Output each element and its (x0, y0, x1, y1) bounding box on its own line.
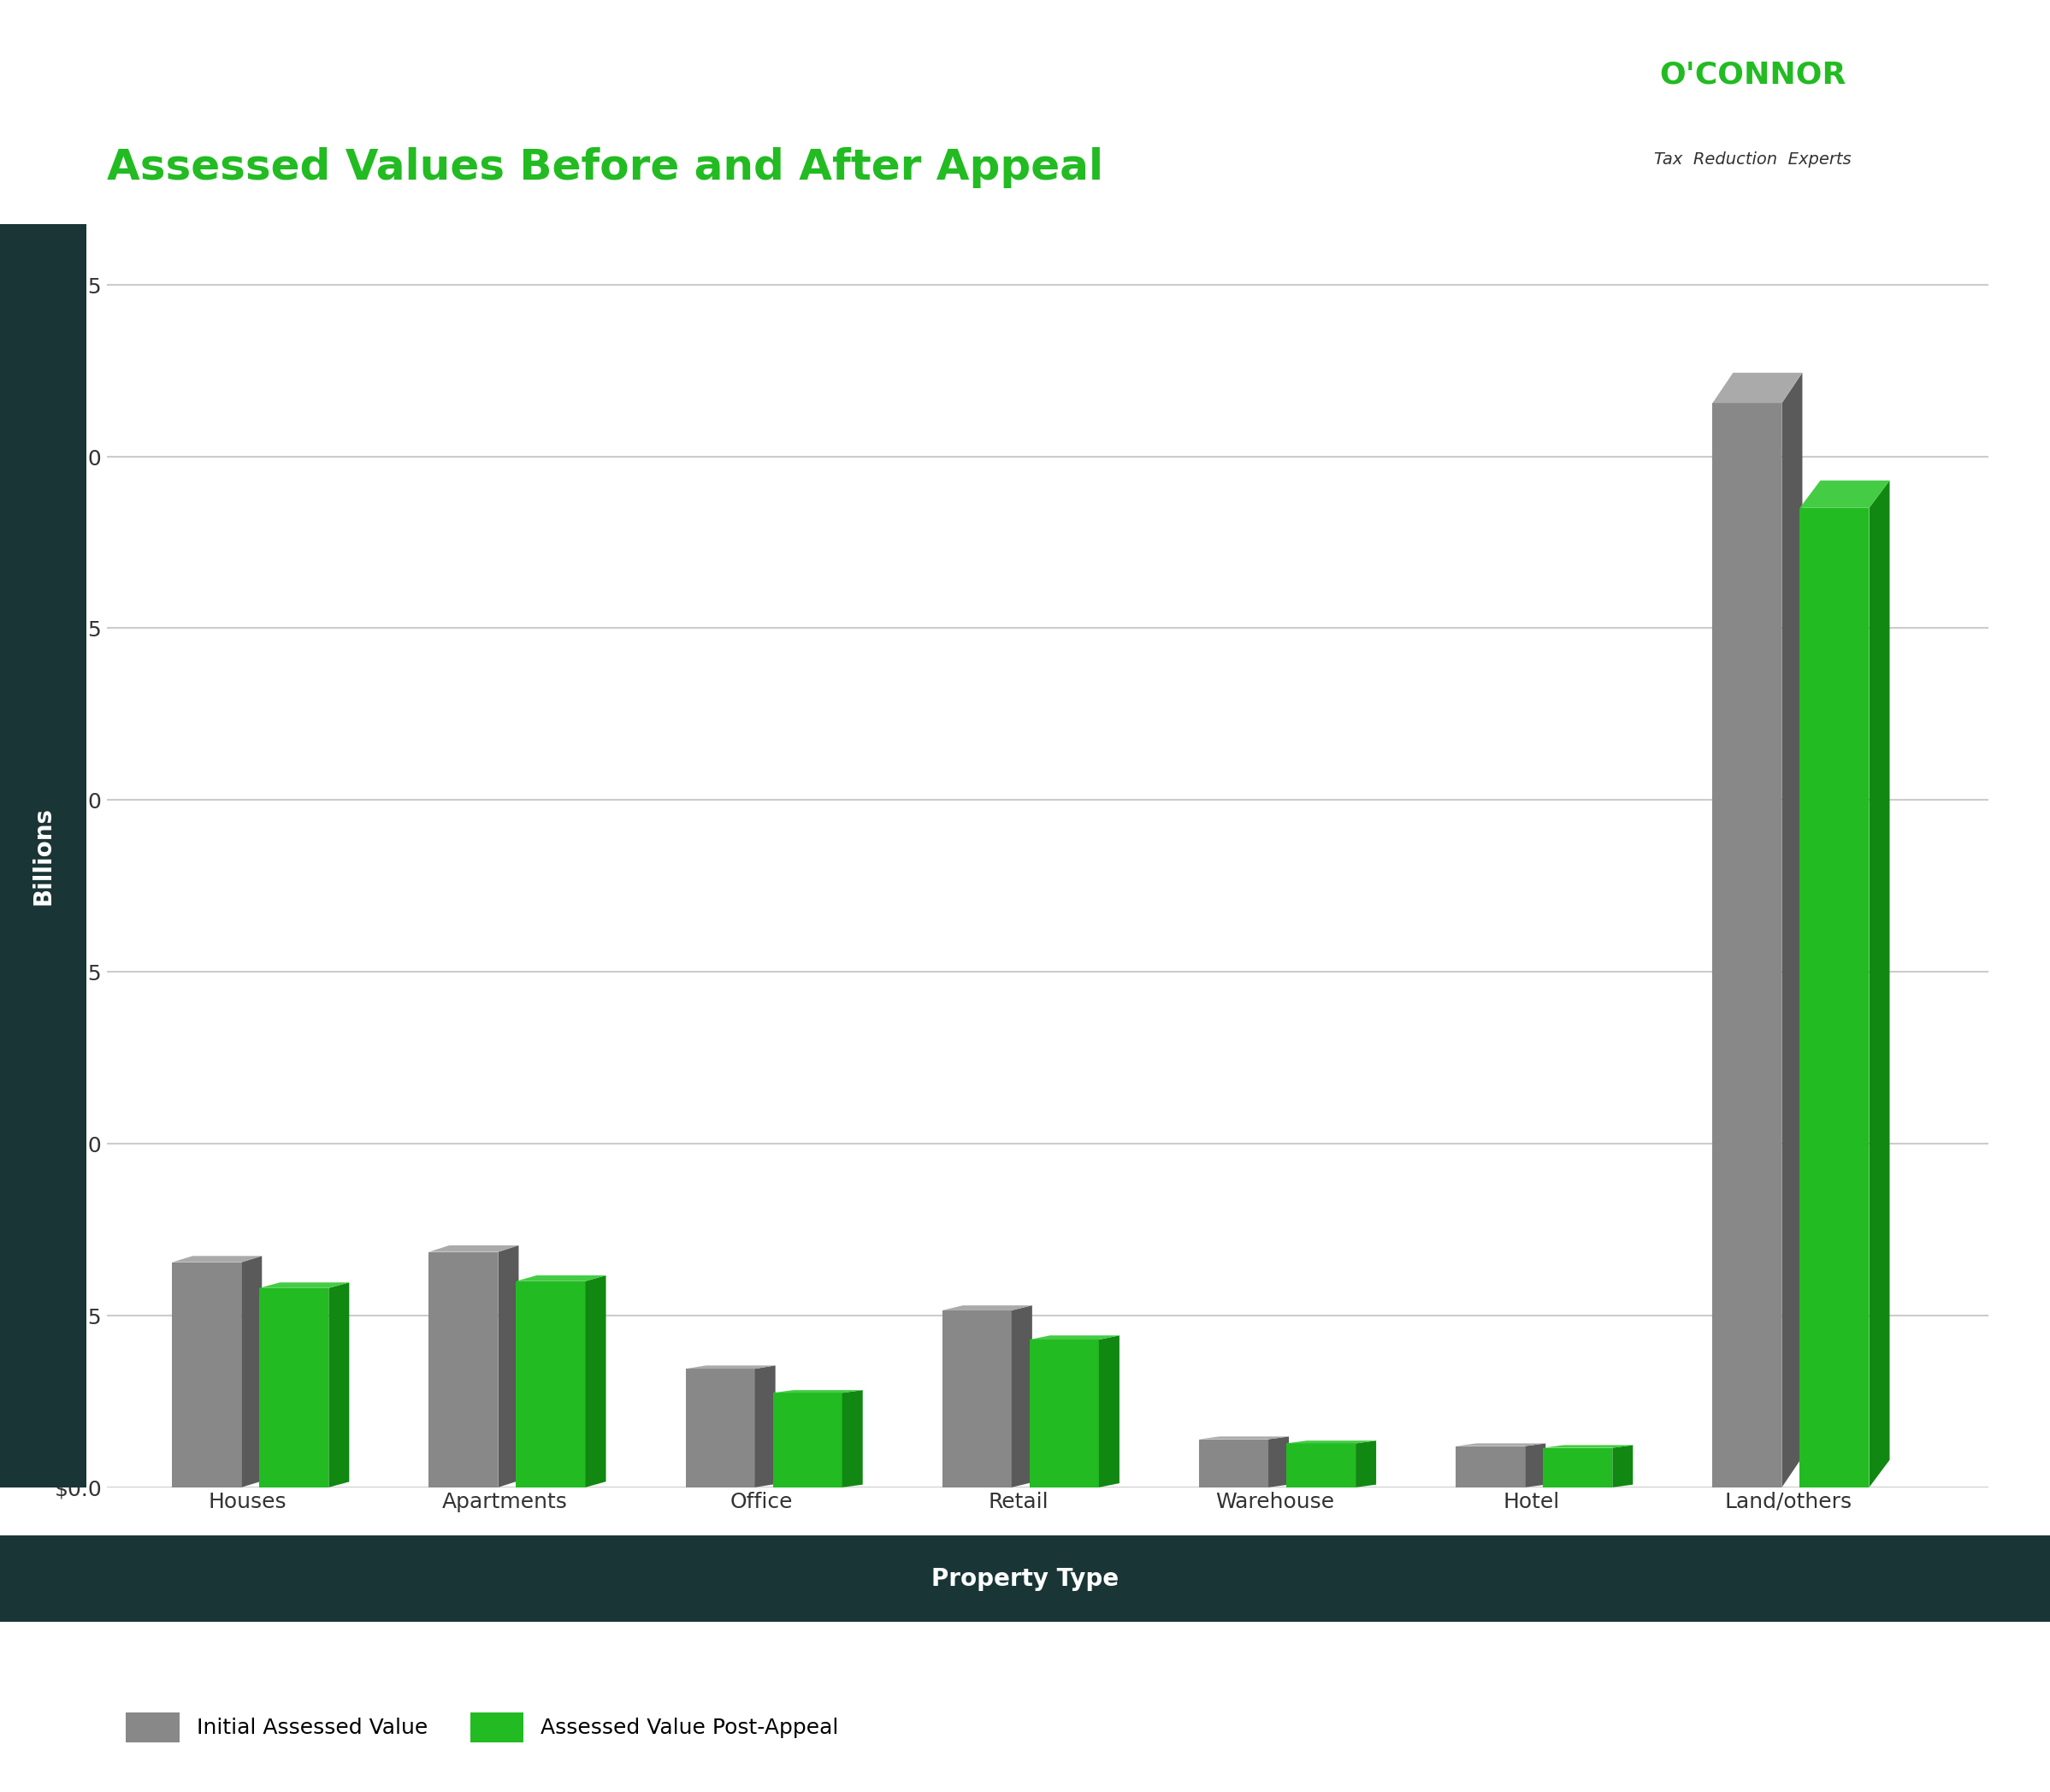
Bar (517, 1281, 586, 1487)
Polygon shape (517, 1276, 607, 1281)
Polygon shape (328, 1283, 348, 1487)
Bar (1455, 1446, 1525, 1487)
Bar (1712, 403, 1781, 1487)
Polygon shape (586, 1276, 607, 1487)
Polygon shape (1269, 1437, 1289, 1487)
Polygon shape (1099, 1335, 1119, 1487)
Polygon shape (172, 1256, 262, 1262)
Polygon shape (498, 1245, 519, 1487)
Polygon shape (1285, 1441, 1376, 1443)
Polygon shape (773, 1391, 863, 1392)
Bar (260, 1288, 328, 1487)
Bar (172, 1262, 242, 1487)
Text: Tax  Reduction  Experts: Tax Reduction Experts (1654, 151, 1851, 167)
Text: Billions: Billions (31, 806, 55, 905)
Bar (1285, 1443, 1355, 1487)
Polygon shape (1011, 1305, 1031, 1487)
Bar (685, 1369, 754, 1487)
Polygon shape (685, 1366, 775, 1369)
Bar (943, 1310, 1011, 1487)
Polygon shape (1029, 1335, 1119, 1340)
Polygon shape (1712, 373, 1802, 403)
Legend: Initial Assessed Value, Assessed Value Post-Appeal: Initial Assessed Value, Assessed Value P… (117, 1704, 847, 1751)
Bar (1199, 1439, 1269, 1487)
Polygon shape (1613, 1444, 1634, 1487)
Polygon shape (754, 1366, 775, 1487)
Polygon shape (260, 1283, 348, 1288)
Polygon shape (1544, 1444, 1634, 1448)
Polygon shape (1199, 1437, 1289, 1439)
Text: Assessed Values Before and After Appeal: Assessed Values Before and After Appeal (107, 147, 1103, 188)
Polygon shape (943, 1305, 1031, 1310)
Polygon shape (428, 1245, 519, 1253)
Bar (1029, 1340, 1099, 1487)
Polygon shape (1355, 1441, 1376, 1487)
Bar (428, 1253, 498, 1487)
Text: O'CONNOR: O'CONNOR (1658, 61, 1847, 90)
Polygon shape (1455, 1443, 1546, 1446)
Polygon shape (242, 1256, 262, 1487)
Bar (1800, 507, 1870, 1487)
Polygon shape (1781, 373, 1802, 1487)
Polygon shape (843, 1391, 863, 1487)
Bar (773, 1392, 843, 1487)
Polygon shape (1800, 480, 1890, 507)
Text: Property Type: Property Type (931, 1566, 1119, 1591)
Polygon shape (1525, 1443, 1546, 1487)
Polygon shape (1870, 480, 1890, 1487)
Bar (1544, 1448, 1613, 1487)
